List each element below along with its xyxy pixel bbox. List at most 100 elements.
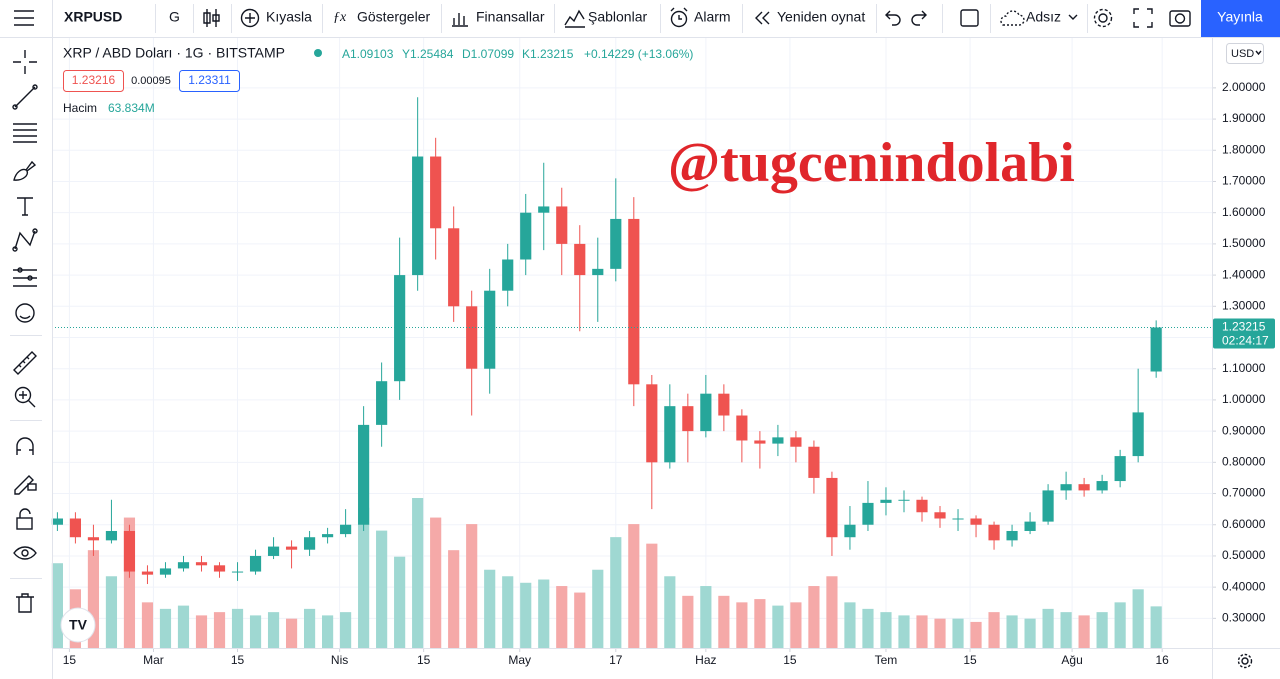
axis-settings-button[interactable]	[1237, 653, 1253, 669]
fib-tool[interactable]	[13, 123, 37, 143]
indicators-button[interactable]: Göstergeler	[357, 9, 430, 25]
stay-drawing-tool[interactable]	[14, 475, 37, 495]
legend-change: +0.14229 (+13.06%)	[584, 47, 693, 61]
candle-body	[1096, 481, 1108, 491]
redo-button[interactable]	[911, 10, 927, 26]
candle-body	[970, 518, 982, 525]
candle-body	[213, 565, 226, 572]
volume-bar	[898, 615, 910, 648]
replay-button[interactable]: Yeniden oynat	[777, 9, 865, 25]
chart-type-button[interactable]	[203, 9, 220, 27]
candle-body	[628, 218, 640, 385]
financials-button[interactable]: Finansallar	[476, 9, 545, 25]
volume-bar	[231, 608, 244, 648]
volume-bar	[1096, 612, 1108, 648]
candle-body	[448, 228, 460, 307]
fullscreen-button[interactable]	[1133, 8, 1153, 28]
y-tick-label: 1.50000	[1222, 236, 1266, 250]
candle-body	[105, 530, 118, 541]
candle-body	[141, 571, 154, 575]
interval-button[interactable]: G	[169, 9, 180, 25]
volume-bar	[682, 595, 694, 648]
candle-body	[87, 537, 100, 541]
currency-dropdown[interactable]	[1255, 50, 1262, 56]
y-tick-label: 1.00000	[1222, 392, 1266, 406]
screenshot-button[interactable]	[1169, 10, 1191, 27]
lock-tool[interactable]	[16, 508, 33, 530]
x-tick-label: 16	[1155, 653, 1169, 667]
candle-body	[231, 571, 244, 573]
y-tick-label: 0.80000	[1222, 455, 1266, 469]
currency-label[interactable]: USD	[1231, 48, 1254, 60]
menu-button[interactable]	[14, 10, 34, 26]
candle-body	[520, 212, 532, 260]
sell-button[interactable]	[63, 70, 124, 92]
candle-body	[177, 562, 190, 569]
pattern-tool[interactable]	[12, 228, 38, 252]
delete-tool[interactable]	[16, 593, 34, 613]
x-tick-label: 15	[783, 653, 797, 667]
volume-bar	[412, 498, 424, 648]
candle-body	[303, 537, 316, 550]
replay-icon	[755, 11, 770, 25]
volume-bar	[1150, 606, 1162, 648]
alarm-button[interactable]: Alarm	[694, 9, 731, 25]
x-tick-label: 17	[609, 653, 623, 667]
magnet-tool[interactable]	[16, 437, 34, 455]
y-tick-label: 1.60000	[1222, 205, 1266, 219]
last-price-label: 1.23215	[1222, 320, 1266, 334]
y-tick-label: 2.00000	[1222, 80, 1266, 94]
candle-body	[718, 393, 730, 416]
volume-bar	[844, 602, 856, 648]
logo[interactable]	[60, 607, 96, 643]
volume-bar	[105, 576, 118, 648]
prediction-tool[interactable]	[13, 267, 37, 287]
publish-label[interactable]: Yayınla	[1217, 9, 1263, 25]
bid-price[interactable]: 1.23216	[72, 73, 116, 87]
volume-bar	[1060, 612, 1072, 648]
volume-bar	[1042, 608, 1054, 648]
axis-layer: 0.30000 0.40000 0.50000 0.60000 0.70000 0.800…	[63, 80, 1275, 667]
layout-name[interactable]: Adsız	[1026, 9, 1061, 25]
measure-tool[interactable]	[13, 351, 37, 375]
y-tick-label: 0.50000	[1222, 548, 1266, 562]
zoom-tool[interactable]	[14, 386, 36, 408]
hide-tool[interactable]	[13, 546, 37, 560]
text-tool[interactable]	[17, 197, 33, 216]
buy-button[interactable]	[179, 70, 240, 92]
currency-button[interactable]	[1226, 43, 1264, 64]
settings-button[interactable]	[1093, 8, 1113, 28]
ask-price[interactable]: 1.23311	[188, 73, 231, 87]
y-tick-label: 1.70000	[1222, 174, 1266, 188]
candle-body	[952, 518, 964, 520]
trendline-tool[interactable]	[12, 84, 38, 110]
volume-bar	[1078, 615, 1090, 648]
templates-button[interactable]: Şablonlar	[588, 9, 647, 25]
y-tick-label: 1.80000	[1222, 142, 1266, 156]
crosshair-tool[interactable]	[13, 50, 37, 74]
brush-tool[interactable]	[13, 160, 37, 181]
compare-button[interactable]: Kıyasla	[266, 9, 312, 25]
volume-bar	[664, 576, 676, 648]
emoji-tool[interactable]	[15, 303, 35, 323]
undo-button[interactable]	[885, 10, 901, 26]
candle-body	[988, 524, 1000, 541]
publish-button[interactable]	[1201, 0, 1280, 37]
candle-body	[430, 156, 442, 229]
x-tick-label: Tem	[875, 653, 898, 667]
candle-body	[610, 218, 622, 269]
candle-body	[1132, 412, 1144, 457]
candle-body	[916, 499, 928, 513]
x-tick-label: May	[508, 653, 531, 667]
candle-body	[556, 206, 568, 244]
candle-body	[682, 406, 694, 432]
layout-dropdown[interactable]	[1068, 14, 1078, 20]
volume-bar	[880, 612, 892, 648]
layout-button[interactable]	[960, 9, 979, 27]
candle-body	[412, 156, 424, 276]
y-tick-label: 0.60000	[1222, 517, 1266, 531]
x-tick-label: 15	[963, 653, 977, 667]
volume-layer	[51, 498, 1162, 648]
symbol-button[interactable]: XRPUSD	[64, 9, 122, 25]
logo-mark[interactable]: TV	[69, 617, 88, 633]
